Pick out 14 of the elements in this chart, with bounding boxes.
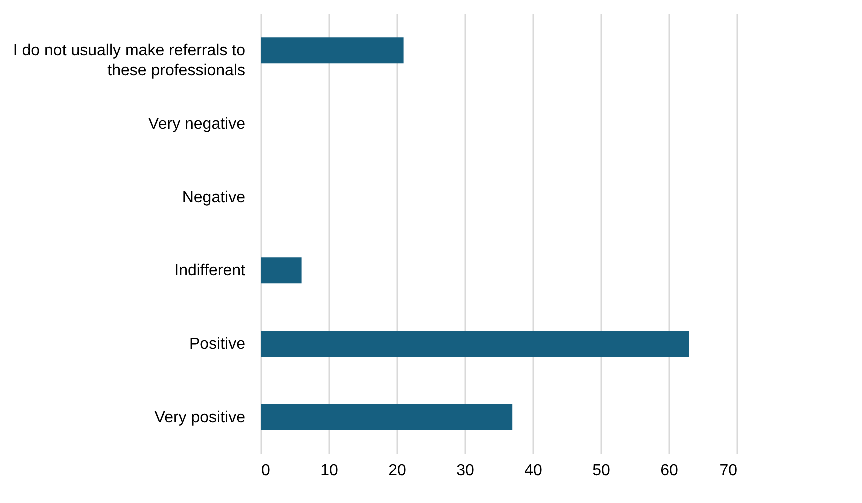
x-tick-label: 70 <box>720 462 738 480</box>
x-tick-label: 20 <box>388 462 406 480</box>
x-tick-label: 30 <box>456 462 474 480</box>
y-tick-label: Negative <box>182 189 246 206</box>
x-tick-label: 0 <box>262 462 270 480</box>
y-tick-label: Positive <box>189 336 246 353</box>
y-tick-label: I do not usually make referrals to these professionals <box>13 42 246 80</box>
x-tick-label: 50 <box>592 462 610 480</box>
y-tick-label: Indifferent <box>174 262 246 280</box>
y-tick-label: Very negative <box>148 116 246 133</box>
y-tick-label: Very positive <box>154 409 246 426</box>
x-tick-label: 10 <box>320 462 338 480</box>
x-tick-label: 40 <box>524 462 542 480</box>
x-tick-label: 60 <box>660 462 678 480</box>
